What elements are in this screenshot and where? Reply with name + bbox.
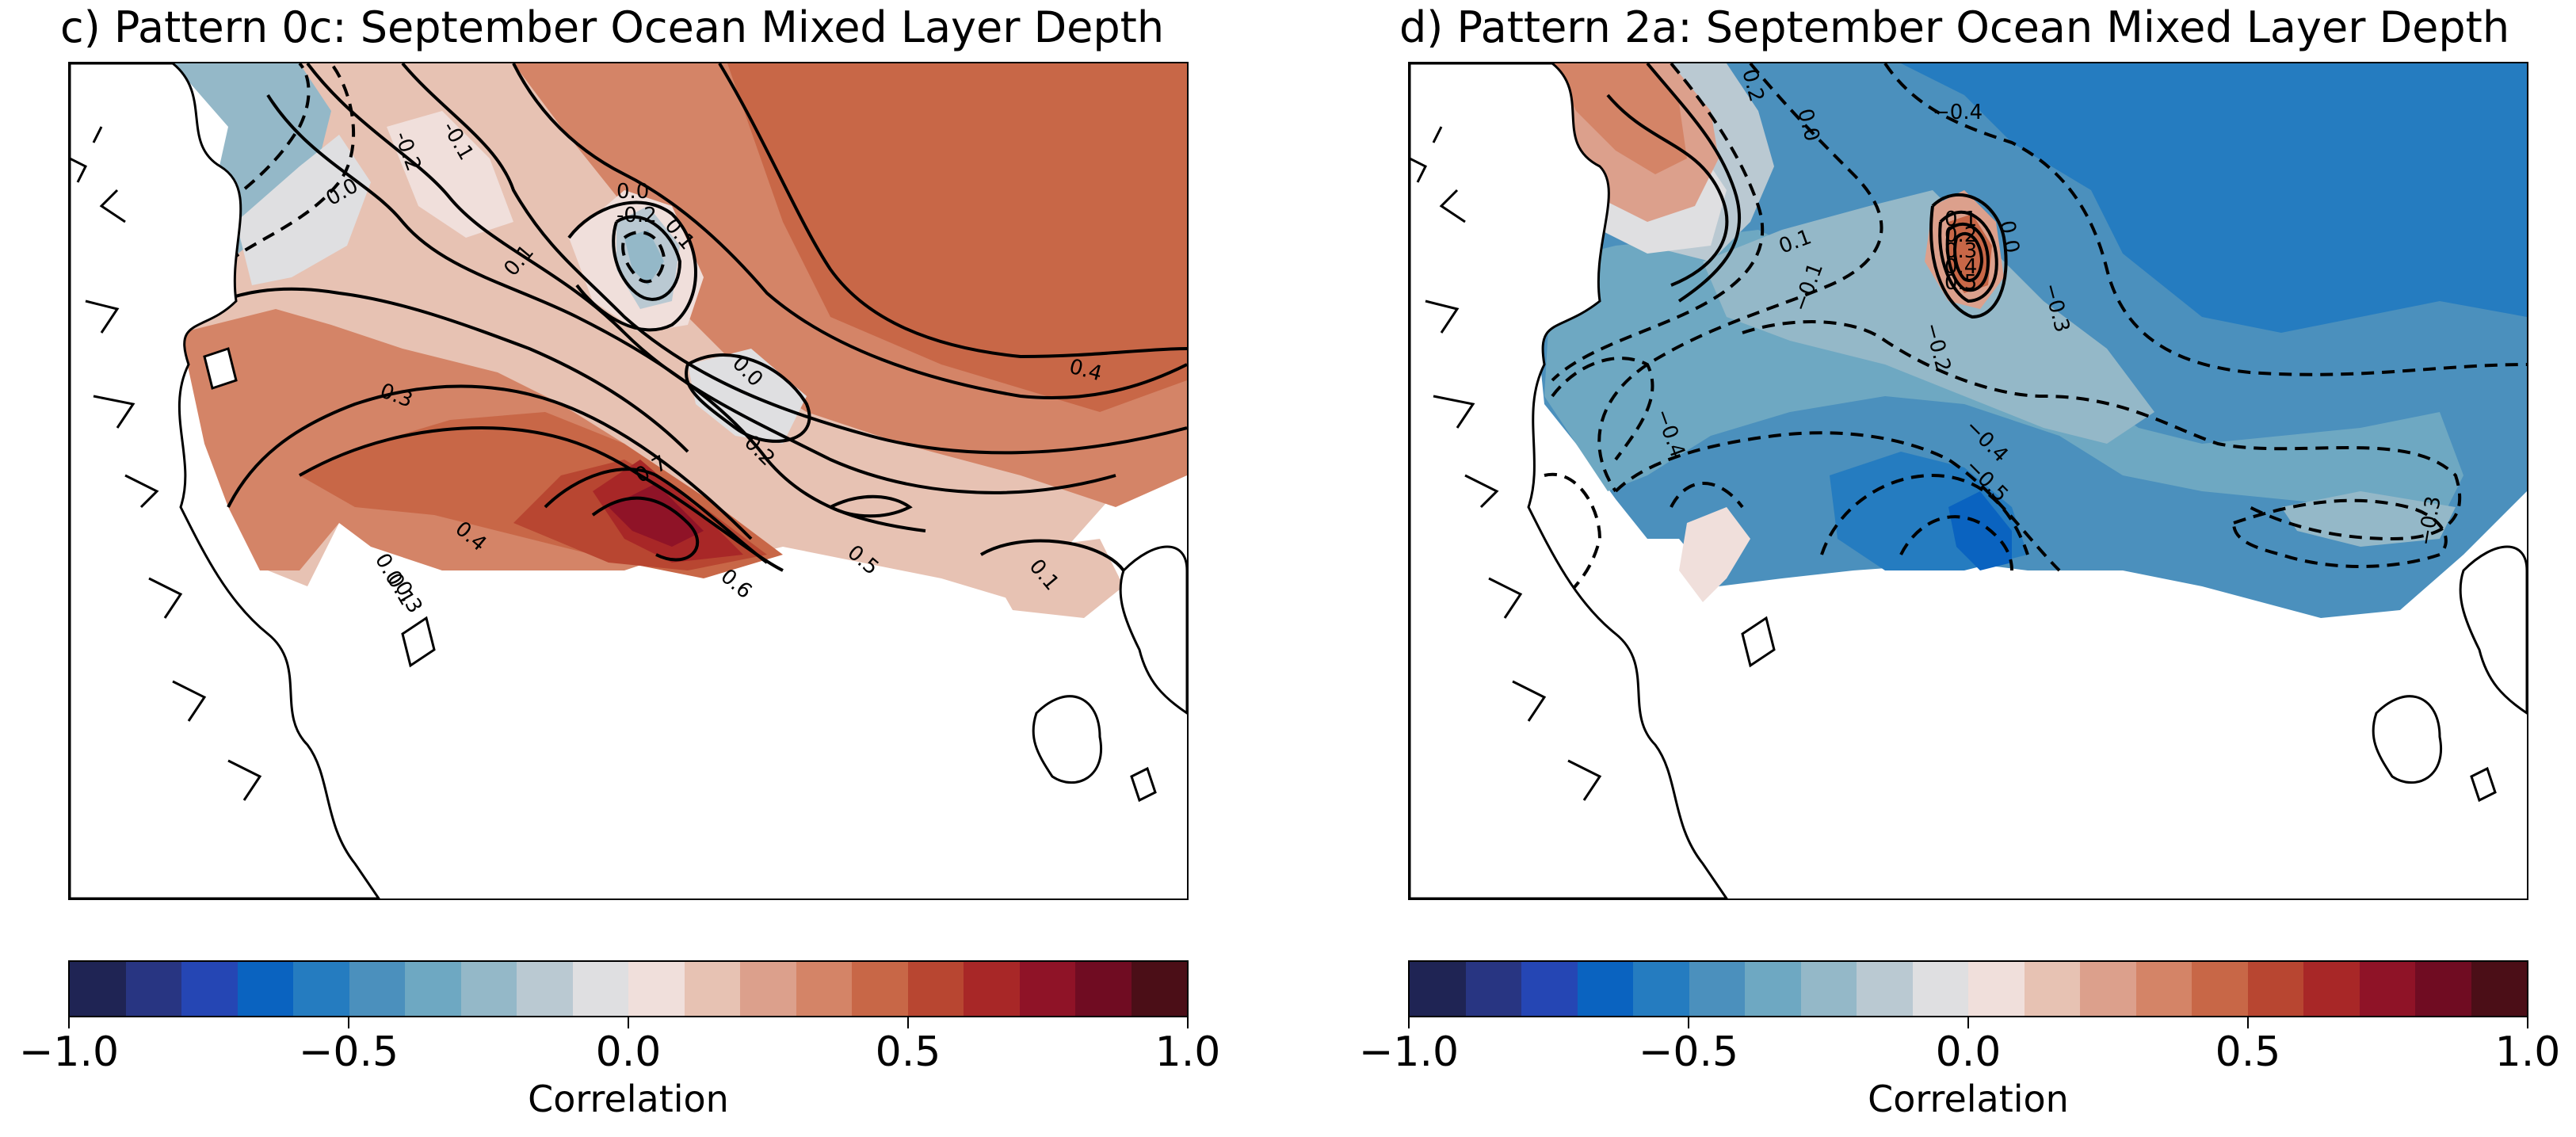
colorbar-swatch bbox=[237, 962, 293, 1016]
colorbar-swatch bbox=[964, 962, 1020, 1016]
tick-mark bbox=[2527, 1017, 2528, 1028]
colorbar-tick-label: 0.0 bbox=[595, 1028, 662, 1076]
panel-title: d) Pattern 2a: September Ocean Mixed Lay… bbox=[1399, 2, 2510, 52]
contour-lines bbox=[1606, 63, 2008, 319]
colorbar bbox=[1408, 960, 2528, 1017]
colorbar-tick-label: −0.5 bbox=[1638, 1028, 1739, 1076]
contour-lines bbox=[179, 63, 1187, 572]
colorbar-tick-label: 0.0 bbox=[1935, 1028, 2002, 1076]
colorbar-label: Correlation bbox=[528, 1078, 729, 1120]
colorbar-swatch bbox=[181, 962, 238, 1016]
colorbar-swatch bbox=[349, 962, 405, 1016]
contour-label: 0.0 bbox=[616, 180, 649, 204]
colorbar-swatch bbox=[1745, 962, 1801, 1016]
colorbar-swatch bbox=[1689, 962, 1745, 1016]
colorbar-swatch bbox=[1577, 962, 1633, 1016]
colorbar-swatch bbox=[517, 962, 573, 1016]
colorbar-swatch bbox=[2471, 962, 2527, 1016]
colorbar-swatch bbox=[2024, 962, 2080, 1016]
colorbar-swatch bbox=[405, 962, 461, 1016]
tick-mark bbox=[68, 1017, 70, 1028]
colorbar-swatch bbox=[1131, 962, 1187, 1016]
colorbar-swatch bbox=[1521, 962, 1578, 1016]
contour-label: 0.4 bbox=[1944, 255, 1977, 279]
greenland-coastline bbox=[70, 63, 436, 899]
colorbar-swatch bbox=[2192, 962, 2248, 1016]
iceland-coastline bbox=[1032, 545, 1187, 803]
colorbar-swatch bbox=[1019, 962, 1075, 1016]
tick-mark bbox=[1688, 1017, 1689, 1028]
colorbar-tick-label: −1.0 bbox=[18, 1028, 120, 1076]
colorbar-swatch bbox=[572, 962, 628, 1016]
colorbar-swatch bbox=[1800, 962, 1857, 1016]
tick-mark bbox=[1967, 1017, 1969, 1028]
tick-mark bbox=[1408, 1017, 1410, 1028]
colorbar-swatch bbox=[907, 962, 964, 1016]
colorbar-swatch bbox=[1912, 962, 1968, 1016]
colorbar-swatch bbox=[1633, 962, 1689, 1016]
colorbar-swatch bbox=[2247, 962, 2303, 1016]
tick-mark bbox=[2247, 1017, 2249, 1028]
correlation-field bbox=[173, 63, 1187, 618]
colorbar-swatch bbox=[852, 962, 908, 1016]
colorbar-tick-label: 0.5 bbox=[875, 1028, 941, 1076]
colorbar-swatch bbox=[1410, 962, 1466, 1016]
panel-d: d) Pattern 2a: September Ocean Mixed Lay… bbox=[1339, 0, 2560, 1137]
correlation-field bbox=[1536, 63, 2527, 618]
contour-label: −0.4 bbox=[1933, 101, 1983, 124]
map-plot: 0.0 -0.2 -0.1 0.1 0.0 -0.2 0.1 0.0 0.2 0… bbox=[70, 63, 1187, 899]
colorbar-tick-label: 0.5 bbox=[2215, 1028, 2281, 1076]
colorbar-swatch bbox=[740, 962, 796, 1016]
colorbar-tick-label: −1.0 bbox=[1358, 1028, 1460, 1076]
colorbar-swatch bbox=[1465, 962, 1521, 1016]
panel-c: c) Pattern 0c: September Ocean Mixed Lay… bbox=[0, 0, 1220, 1137]
colorbar-swatch bbox=[2359, 962, 2415, 1016]
tick-mark bbox=[1187, 1017, 1189, 1028]
colorbar-swatch bbox=[1075, 962, 1132, 1016]
contour-label: 0.0 bbox=[1994, 219, 2024, 255]
colorbar-swatch bbox=[460, 962, 517, 1016]
tick-mark bbox=[628, 1017, 629, 1028]
contour-label: 0.3 bbox=[1944, 239, 1977, 263]
contour-label: -0.2 bbox=[616, 204, 657, 227]
colorbar-swatch bbox=[2135, 962, 2192, 1016]
colorbar-swatch bbox=[125, 962, 181, 1016]
colorbar-swatch bbox=[1968, 962, 2025, 1016]
map-plot: 0.2 0.0 −0.4 0.1 −0.1 0.1 0.2 0.3 0.4 0.… bbox=[1410, 63, 2527, 899]
colorbar bbox=[68, 960, 1189, 1017]
contour-label: 0.1 bbox=[1944, 208, 1977, 231]
tick-mark bbox=[348, 1017, 349, 1028]
colorbar-tick-label: 1.0 bbox=[1154, 1028, 1221, 1076]
colorbar-swatch bbox=[1857, 962, 1913, 1016]
tick-mark bbox=[907, 1017, 909, 1028]
map-frame: 0.0 -0.2 -0.1 0.1 0.0 -0.2 0.1 0.0 0.2 0… bbox=[68, 62, 1189, 900]
colorbar-label: Correlation bbox=[1868, 1078, 2069, 1120]
colorbar-swatch bbox=[684, 962, 740, 1016]
colorbar-swatch bbox=[796, 962, 852, 1016]
colorbar-swatch bbox=[2303, 962, 2360, 1016]
negative-contours bbox=[1544, 63, 2527, 604]
iceland-coastline bbox=[2372, 545, 2527, 803]
colorbar-swatch bbox=[2415, 962, 2471, 1016]
map-frame: 0.2 0.0 −0.4 0.1 −0.1 0.1 0.2 0.3 0.4 0.… bbox=[1408, 62, 2528, 900]
contour-label: 0.2 bbox=[1944, 223, 1977, 247]
contour-label: 0.5 bbox=[1944, 271, 1977, 295]
colorbar-swatch bbox=[2080, 962, 2136, 1016]
colorbar-swatch bbox=[293, 962, 349, 1016]
panel-title: c) Pattern 0c: September Ocean Mixed Lay… bbox=[60, 2, 1165, 52]
colorbar-tick-label: 1.0 bbox=[2494, 1028, 2561, 1076]
colorbar-swatch bbox=[628, 962, 685, 1016]
greenland-coastline bbox=[1410, 63, 1776, 899]
colorbar-tick-label: −0.5 bbox=[298, 1028, 399, 1076]
colorbar-swatch bbox=[70, 962, 126, 1016]
